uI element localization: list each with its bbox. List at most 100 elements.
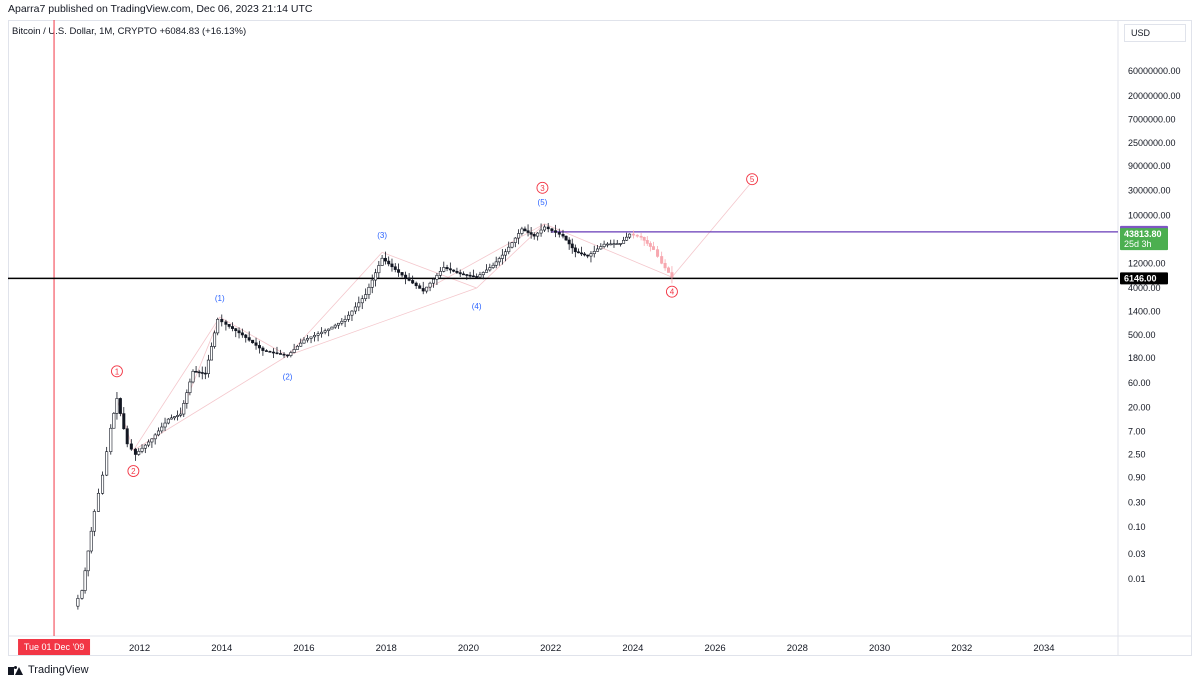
subwave-label: (5) bbox=[538, 198, 548, 207]
projected-candle bbox=[670, 272, 674, 278]
subwave-label: (4) bbox=[472, 302, 482, 311]
y-tick-label: 100000.00 bbox=[1128, 210, 1171, 220]
candle bbox=[80, 590, 84, 599]
candle bbox=[576, 251, 580, 254]
candle bbox=[491, 264, 495, 268]
candle bbox=[306, 338, 310, 341]
candle bbox=[573, 247, 577, 253]
candle bbox=[173, 416, 177, 419]
candle bbox=[628, 233, 632, 238]
candle bbox=[421, 288, 425, 292]
subwave-label: (3) bbox=[377, 231, 387, 240]
projected-candle bbox=[645, 240, 649, 244]
y-tick-label: 1400.00 bbox=[1128, 307, 1161, 317]
candle bbox=[179, 413, 183, 416]
candle bbox=[200, 372, 204, 374]
candle bbox=[383, 257, 387, 262]
candle bbox=[622, 239, 626, 244]
symbol-legend[interactable]: Bitcoin / U.S. Dollar, 1M, CRYPTO +6084.… bbox=[12, 26, 246, 37]
candle bbox=[122, 413, 126, 430]
candle bbox=[264, 350, 268, 352]
price-tag-countdown: 25d 3h bbox=[1124, 239, 1152, 249]
candle bbox=[83, 570, 87, 591]
candle bbox=[96, 493, 100, 512]
y-tick-label: 0.03 bbox=[1128, 549, 1146, 559]
candle bbox=[583, 253, 587, 256]
candle bbox=[230, 326, 234, 329]
candle bbox=[390, 263, 394, 268]
candle bbox=[374, 272, 378, 281]
candle bbox=[213, 332, 217, 347]
cursor-date-tag bbox=[18, 639, 91, 655]
projected-candle bbox=[660, 256, 664, 264]
symbol-title: Bitcoin / U.S. Dollar, 1M, CRYPTO bbox=[12, 26, 157, 37]
x-tick-label: 2024 bbox=[622, 643, 643, 654]
candle bbox=[313, 335, 317, 338]
y-tick-label: 0.30 bbox=[1128, 497, 1146, 507]
candle bbox=[279, 353, 283, 355]
currency-selector[interactable]: USD bbox=[1124, 24, 1186, 42]
candle bbox=[462, 273, 466, 276]
candle bbox=[503, 251, 507, 256]
footer: TradingView bbox=[8, 664, 89, 676]
candle bbox=[494, 261, 498, 266]
y-tick-label: 0.01 bbox=[1128, 574, 1146, 584]
wave-line bbox=[423, 223, 545, 292]
wave-label: 5 bbox=[750, 175, 755, 184]
y-tick-label: 60000000.00 bbox=[1128, 66, 1181, 76]
candle bbox=[216, 319, 220, 334]
candle bbox=[370, 279, 374, 288]
candle bbox=[377, 265, 381, 274]
y-tick-label: 0.10 bbox=[1128, 522, 1146, 532]
candle bbox=[455, 270, 459, 273]
publish-info: Aparra7 published on TradingView.com, De… bbox=[8, 3, 313, 15]
y-tick-label: 0.90 bbox=[1128, 473, 1146, 483]
candle bbox=[282, 353, 286, 356]
candle bbox=[619, 243, 623, 245]
candle bbox=[448, 268, 452, 271]
projected-candle bbox=[667, 267, 671, 273]
candle bbox=[550, 228, 554, 231]
candle bbox=[589, 253, 593, 257]
candle bbox=[330, 326, 334, 330]
candle bbox=[475, 276, 479, 278]
candle bbox=[163, 422, 167, 428]
candle bbox=[105, 451, 109, 476]
cursor-date-label: Tue 01 Dec '09 bbox=[24, 642, 84, 652]
candle bbox=[206, 359, 210, 374]
candle bbox=[92, 511, 96, 532]
candle bbox=[523, 228, 527, 232]
candle bbox=[586, 254, 590, 257]
y-tick-label: 7000000.00 bbox=[1128, 115, 1176, 125]
tradingview-logo-icon bbox=[8, 665, 24, 675]
x-tick-label: 2032 bbox=[951, 643, 972, 654]
candle bbox=[428, 282, 432, 288]
candle bbox=[367, 286, 371, 295]
candle bbox=[418, 285, 422, 289]
candle bbox=[244, 334, 248, 338]
candle bbox=[254, 342, 258, 346]
candle bbox=[337, 322, 341, 326]
candle bbox=[76, 598, 80, 607]
candle bbox=[268, 351, 272, 353]
candle bbox=[468, 274, 472, 277]
candle bbox=[481, 272, 485, 276]
x-tick-label: 2020 bbox=[458, 643, 479, 654]
candle bbox=[554, 230, 558, 233]
candle bbox=[234, 328, 238, 332]
subwave-label: (1) bbox=[215, 294, 225, 303]
y-tick-label: 300000.00 bbox=[1128, 186, 1171, 196]
candle bbox=[539, 229, 543, 234]
candle bbox=[289, 352, 293, 356]
candle bbox=[404, 274, 408, 279]
candle bbox=[513, 237, 517, 243]
candle bbox=[435, 274, 439, 280]
candle bbox=[602, 243, 606, 247]
candle bbox=[400, 272, 404, 276]
candle bbox=[257, 345, 261, 349]
candle bbox=[567, 239, 571, 245]
candle bbox=[596, 248, 600, 252]
candle bbox=[445, 267, 449, 269]
x-tick-label: 2012 bbox=[129, 643, 150, 654]
